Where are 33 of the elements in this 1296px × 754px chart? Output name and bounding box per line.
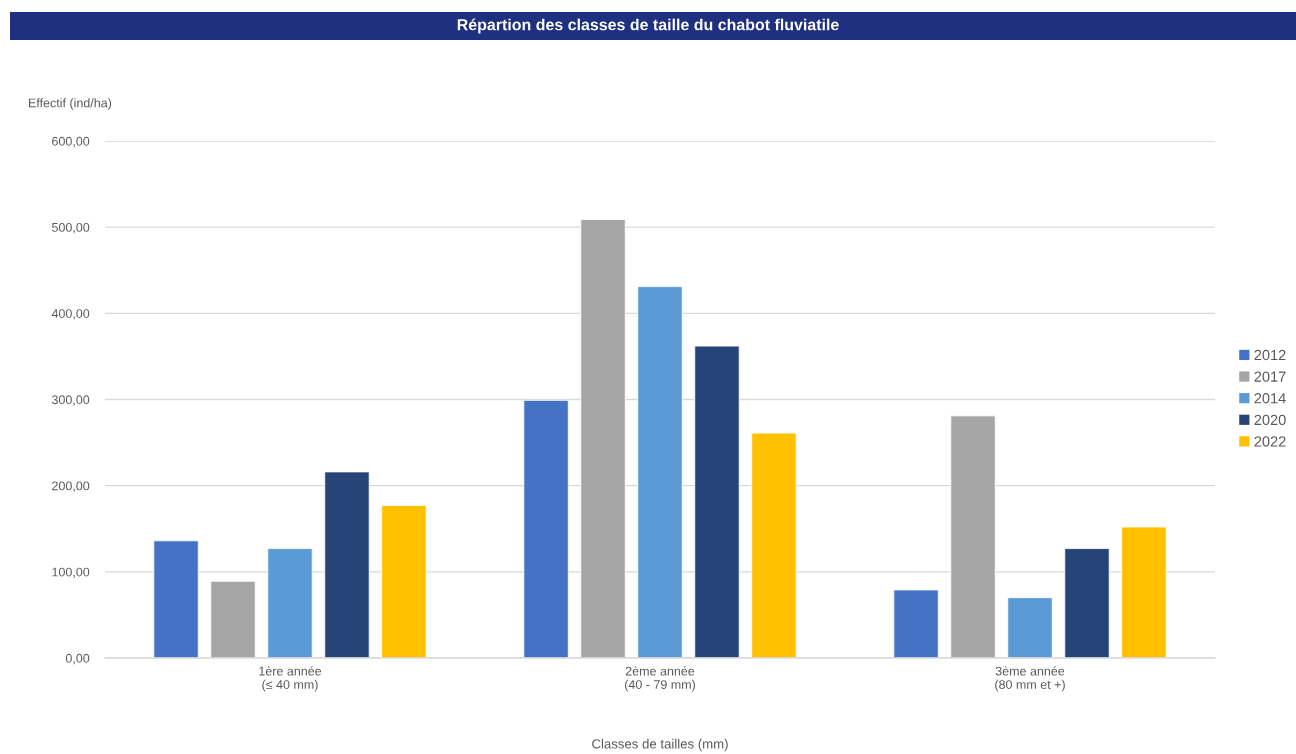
y-tick-label: 100,00 (52, 567, 90, 578)
bar (637, 286, 683, 658)
bar (694, 345, 740, 658)
bar (1064, 548, 1110, 658)
bar (580, 218, 626, 658)
bar (950, 415, 996, 658)
bar (523, 399, 569, 658)
y-axis-title: Effectif (ind/ha) (29, 98, 112, 110)
bar (381, 505, 427, 658)
y-tick-label: 200,00 (52, 481, 90, 492)
bar (1121, 526, 1167, 658)
legend-label: 2012 (1254, 349, 1286, 361)
bar (210, 580, 256, 658)
legend-label: 2014 (1254, 393, 1286, 404)
x-axis-title: Classes de tailles (mm) (592, 738, 728, 752)
bar (153, 540, 199, 658)
legend-label: 2017 (1254, 371, 1286, 382)
bar (1007, 597, 1053, 658)
y-tick-label: 0,00 (65, 653, 90, 665)
y-tick-label: 400,00 (51, 309, 90, 320)
x-tick-label: 1ère année (≤ 40 mm) (259, 666, 322, 692)
y-tick-label: 300,00 (51, 395, 90, 406)
y-tick-label: 600,00 (52, 136, 90, 148)
chart-title: Répartion des classes de taille du chabot fluviatile (457, 18, 839, 34)
bar (267, 548, 313, 658)
x-tick-label: 2ème année (40 - 79 mm) (625, 666, 695, 692)
bar (893, 589, 939, 658)
legend-label: 2022 (1254, 436, 1286, 447)
bar (751, 432, 797, 658)
bar (324, 471, 370, 658)
x-tick-label: 3ème année (80 mm et +) (995, 666, 1065, 692)
y-tick-label: 500,00 (51, 222, 90, 234)
legend-label: 2020 (1254, 414, 1286, 426)
